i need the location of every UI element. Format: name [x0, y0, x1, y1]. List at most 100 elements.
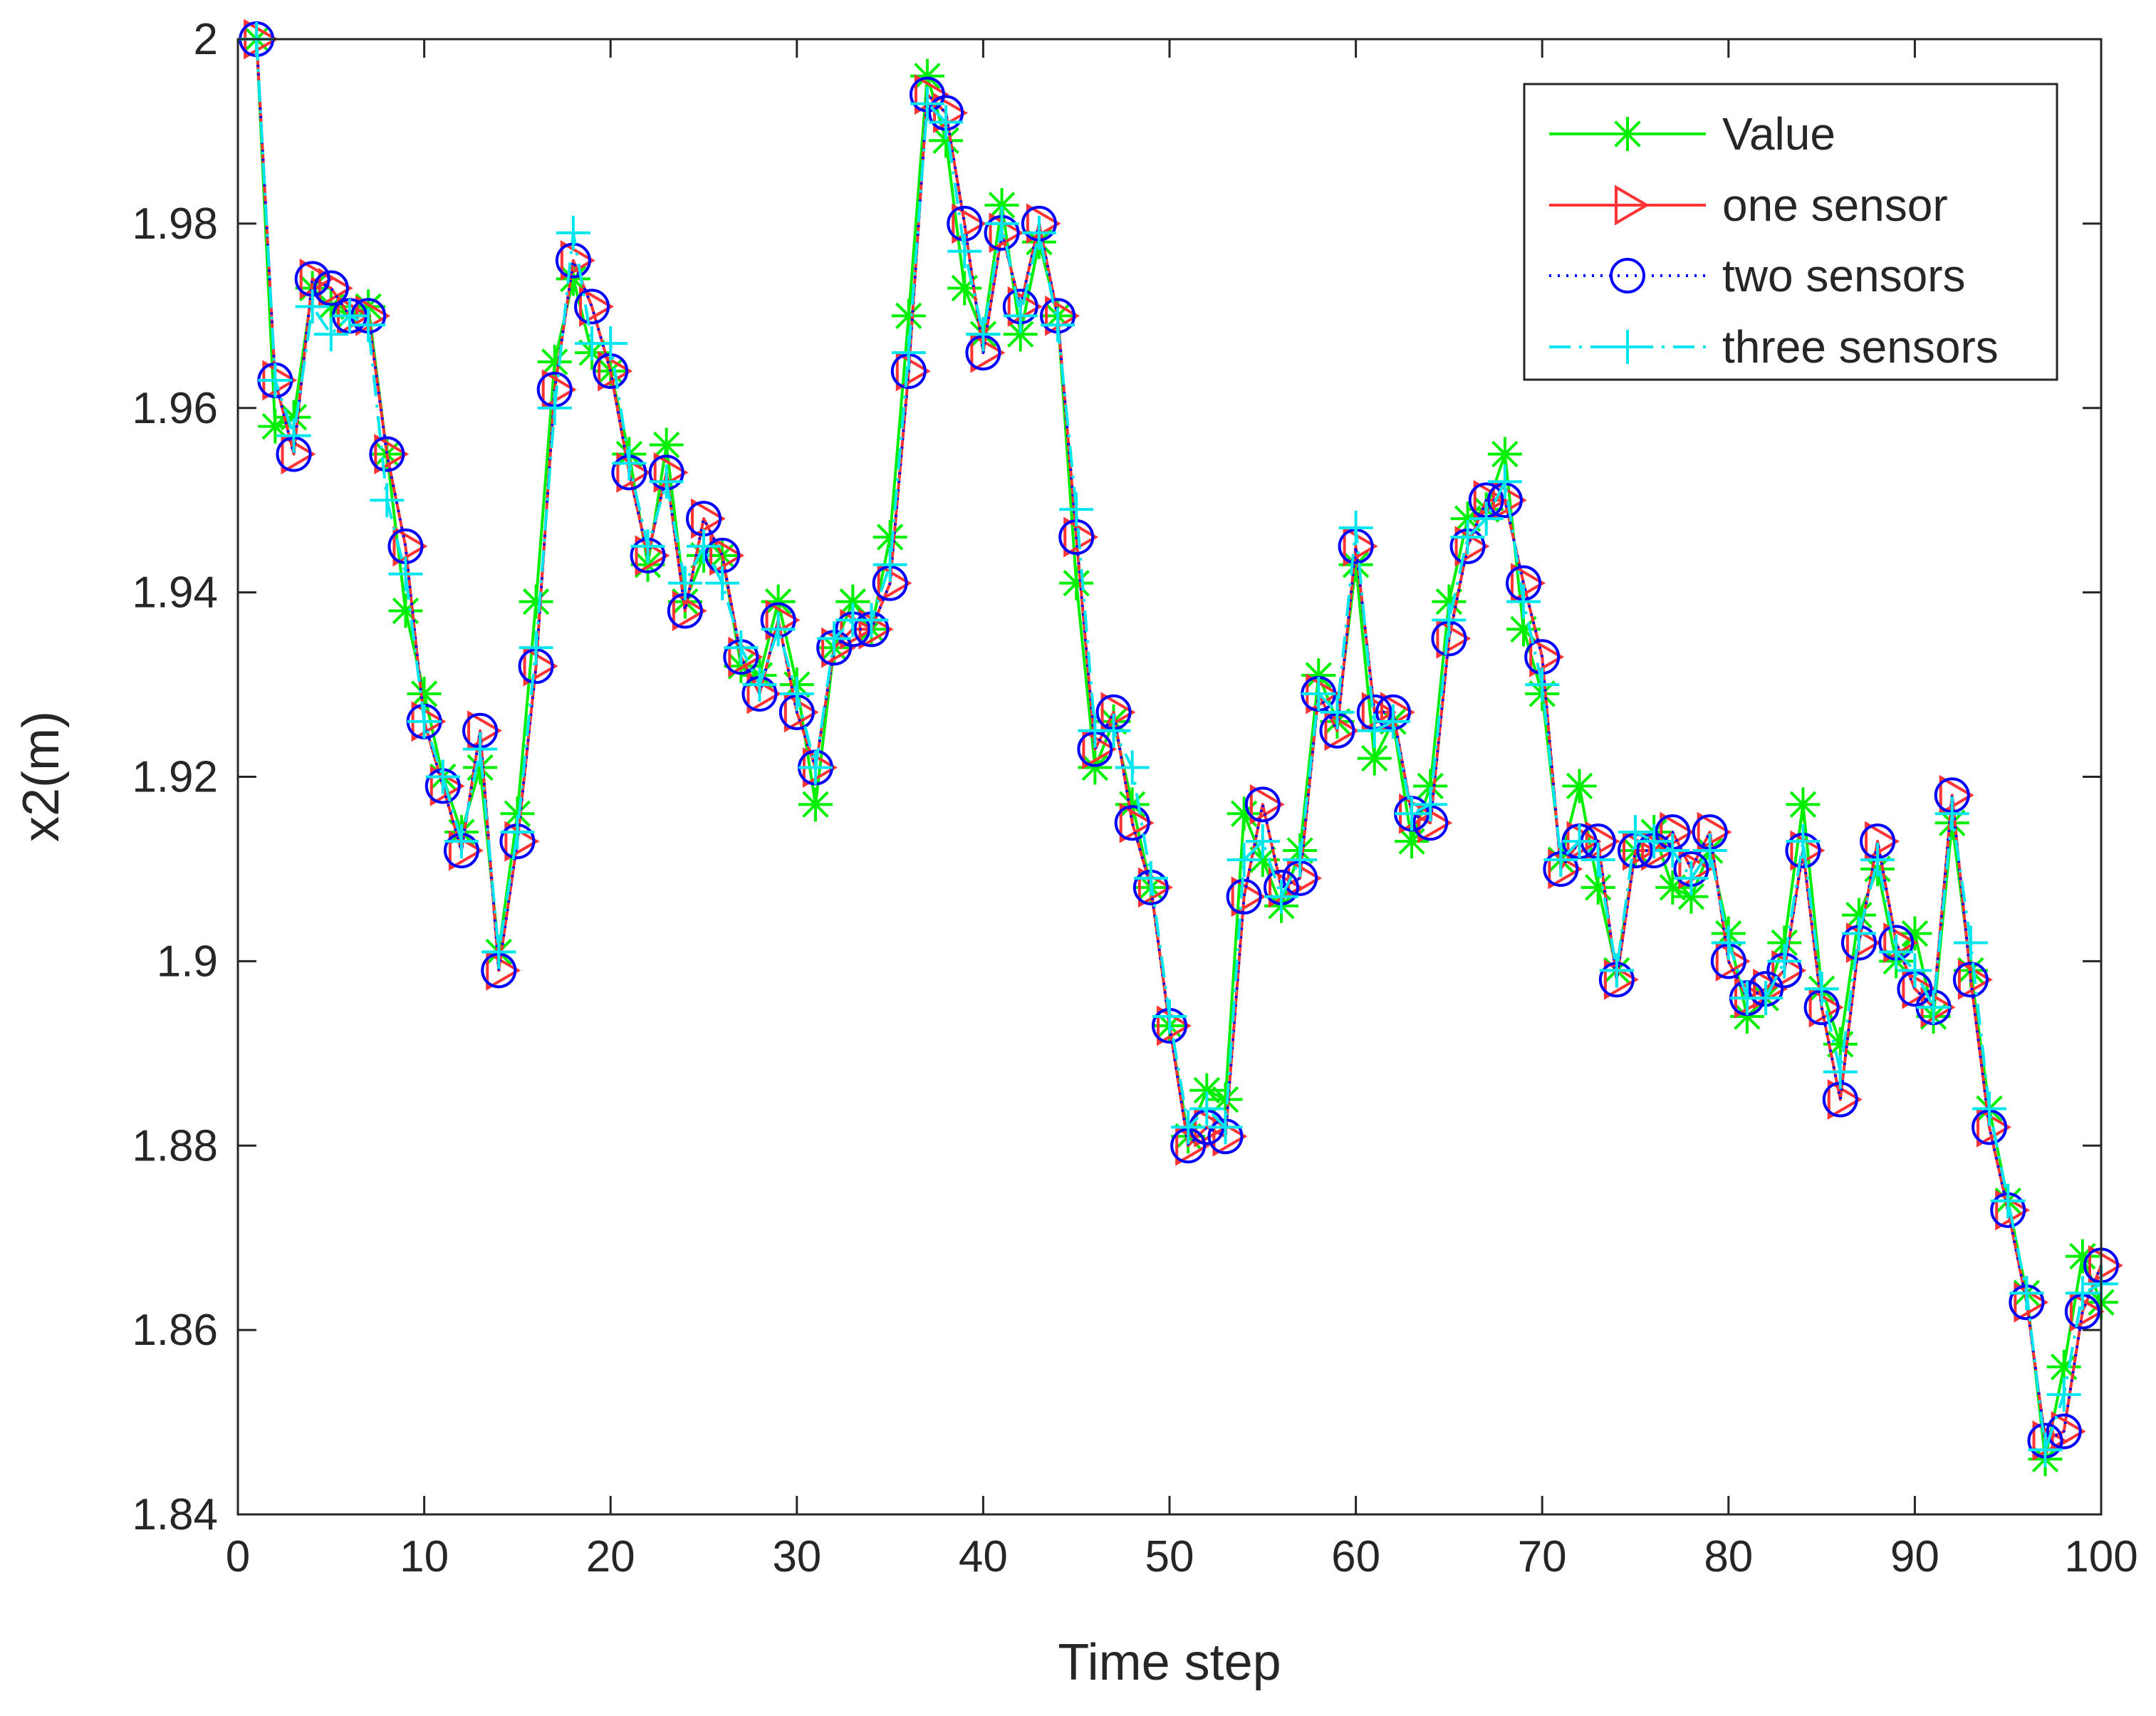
data-point: [910, 58, 944, 93]
data-point: [332, 298, 367, 333]
data-point: [351, 308, 386, 343]
data-point: [1413, 787, 1448, 822]
data-point: [598, 350, 633, 392]
data-point: [1152, 999, 1187, 1034]
data-point: [1529, 636, 1565, 677]
data-point: [2046, 1377, 2081, 1412]
data-point: [1655, 870, 1690, 905]
data-point: [1952, 962, 1989, 998]
data-point: [2065, 1276, 2100, 1311]
data-point: [556, 215, 590, 250]
data-point: [1301, 658, 1336, 693]
data-point: [2028, 1432, 2063, 1467]
data-point: [1506, 584, 1541, 619]
data-point: [1245, 824, 1280, 859]
y-tick-label: 2: [194, 15, 218, 64]
y-tick-label: 1.84: [132, 1490, 218, 1539]
data-point: [481, 935, 516, 969]
data-point: [783, 692, 819, 733]
data-point: [1618, 815, 1652, 850]
data-point: [1227, 842, 1261, 877]
data-point: [1860, 842, 1895, 877]
data-point: [691, 498, 726, 539]
data-point: [313, 270, 349, 306]
data-point: [1865, 821, 1900, 862]
data-point: [724, 630, 759, 665]
legend: Value one sensor two sensors three sensors: [1523, 83, 2058, 381]
y-tick-label: 1.94: [132, 568, 218, 618]
data-point: [1991, 1183, 2026, 1218]
x-axis-ticks: 0 10 20 30 40 50 60 70 80 90 100: [226, 39, 2138, 1581]
x-tick-label: 100: [2064, 1532, 2137, 1581]
data-point: [593, 326, 628, 361]
data-point: [984, 206, 1019, 241]
data-point: [1417, 802, 1453, 843]
data-point: [425, 759, 460, 794]
data-point: [1283, 842, 1318, 877]
data-point: [1059, 566, 1094, 600]
series-line: [255, 38, 2102, 1452]
data-point: [1804, 972, 1839, 1007]
data-point: [687, 529, 721, 563]
data-point: [1599, 953, 1634, 988]
data-point: [1343, 526, 1378, 567]
data-point: [1674, 860, 1709, 895]
data-point: [374, 433, 410, 474]
data-point: [1469, 501, 1504, 536]
x-tick-label: 90: [1890, 1532, 1939, 1581]
legend-marker: [1610, 117, 1645, 151]
data-point: [1100, 692, 1136, 733]
data-point: [895, 350, 931, 392]
x-tick-label: 20: [586, 1532, 635, 1581]
data-point: [1096, 713, 1131, 748]
data-point: [891, 336, 926, 370]
data-point: [1711, 925, 1746, 960]
y-tick-label: 1.96: [132, 384, 218, 433]
data-point: [2065, 1239, 2100, 1274]
x-tick-label: 60: [1331, 1532, 1380, 1581]
data-point: [519, 584, 553, 619]
data-point: [1338, 511, 1373, 546]
data-point: [579, 286, 615, 327]
data-point: [1562, 769, 1597, 804]
data-point: [370, 483, 405, 518]
y-tick-label: 1.98: [132, 199, 218, 249]
data-point: [541, 369, 577, 410]
y-tick-label: 1.86: [132, 1306, 218, 1355]
data-point: [463, 732, 498, 766]
y-axis-title: x2(m): [13, 711, 70, 842]
data-point: [1827, 1079, 1863, 1120]
data-point: [966, 317, 1001, 352]
data-point: [1953, 925, 1988, 960]
data-point: [1897, 916, 1932, 951]
data-point: [2009, 1276, 2044, 1311]
x-tick-label: 50: [1145, 1532, 1194, 1581]
data-point: [1749, 981, 1783, 1016]
data-point: [486, 950, 521, 991]
data-point: [667, 566, 702, 600]
x-tick-label: 0: [226, 1532, 250, 1581]
data-point: [817, 621, 852, 656]
data-point: [1357, 713, 1392, 748]
data-point: [1003, 298, 1038, 333]
x-tick-label: 70: [1518, 1532, 1567, 1581]
data-point: [463, 750, 498, 785]
data-point: [1231, 876, 1266, 917]
data-point: [313, 317, 348, 352]
legend-marker: [1610, 258, 1645, 293]
data-point: [1934, 796, 1969, 831]
data-point: [1511, 563, 1546, 604]
y-tick-label: 1.92: [132, 753, 218, 802]
data-point: [1562, 824, 1597, 859]
data-point: [1287, 858, 1323, 899]
data-point: [1487, 437, 1522, 472]
data-point: [500, 815, 535, 850]
data-point: [873, 547, 907, 582]
data-point: [1227, 796, 1261, 831]
data-point: [1977, 1106, 2012, 1148]
data-point: [1208, 1110, 1243, 1145]
data-point: [1059, 492, 1094, 527]
data-point: [709, 535, 745, 576]
data-point: [1786, 824, 1821, 859]
data-point: [779, 677, 814, 712]
